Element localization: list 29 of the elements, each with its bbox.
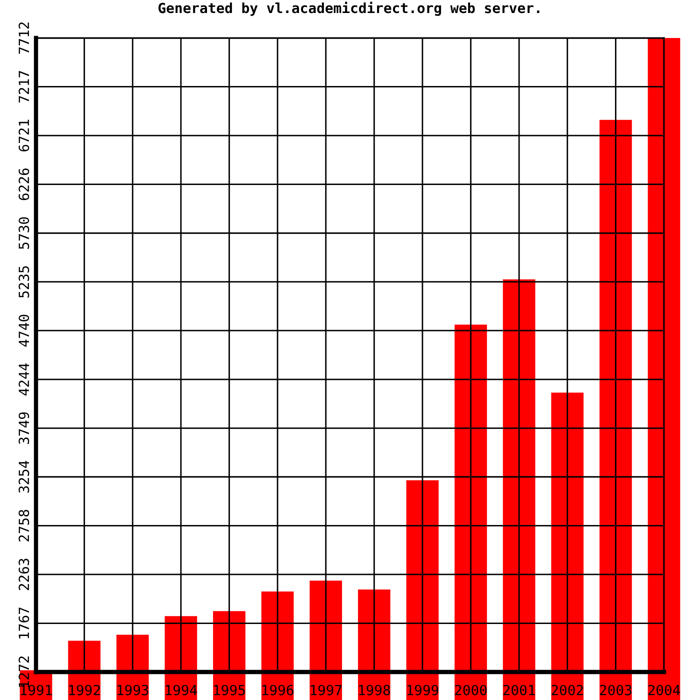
x-tick-label: 1993 <box>118 684 148 696</box>
x-tick-label: 1992 <box>69 684 100 696</box>
x-tick-label: 1991 <box>20 684 52 696</box>
x-tick-label: 1998 <box>359 684 390 696</box>
y-tick-label: 3749 <box>18 412 30 444</box>
y-tick-label: 5235 <box>18 266 30 298</box>
x-tick-label: 2004 <box>648 684 680 696</box>
y-tick-label: 1767 <box>18 608 30 638</box>
y-tick-label: 7712 <box>18 22 29 54</box>
y-tick-label: 6721 <box>18 120 30 152</box>
x-tick-label: 1995 <box>214 684 245 696</box>
x-tick-label: 2002 <box>552 684 583 696</box>
y-tick-label: 4244 <box>18 363 29 396</box>
x-tick-label: 2000 <box>455 684 487 696</box>
y-tick-label: 5730 <box>18 217 30 249</box>
x-tick-label: 2003 <box>600 684 632 696</box>
x-tick-label: 1997 <box>310 684 342 696</box>
y-tick-label: 7217 <box>18 71 29 103</box>
y-tick-label: 6226 <box>18 168 30 200</box>
y-tick-label: 2263 <box>18 558 30 590</box>
chart-title: Generated by vl.academicdirect.org web server. <box>158 2 540 16</box>
y-tick-label: 2758 <box>18 510 30 542</box>
x-tick-label: 1994 <box>166 684 197 696</box>
y-tick-label: 3254 <box>18 460 30 493</box>
x-tick-label: 1999 <box>407 684 438 696</box>
x-tick-label: 2001 <box>503 684 535 696</box>
x-tick-label: 1996 <box>262 684 294 696</box>
y-tick-label: 1272 <box>18 656 29 688</box>
y-tick-label: 4740 <box>18 314 30 347</box>
